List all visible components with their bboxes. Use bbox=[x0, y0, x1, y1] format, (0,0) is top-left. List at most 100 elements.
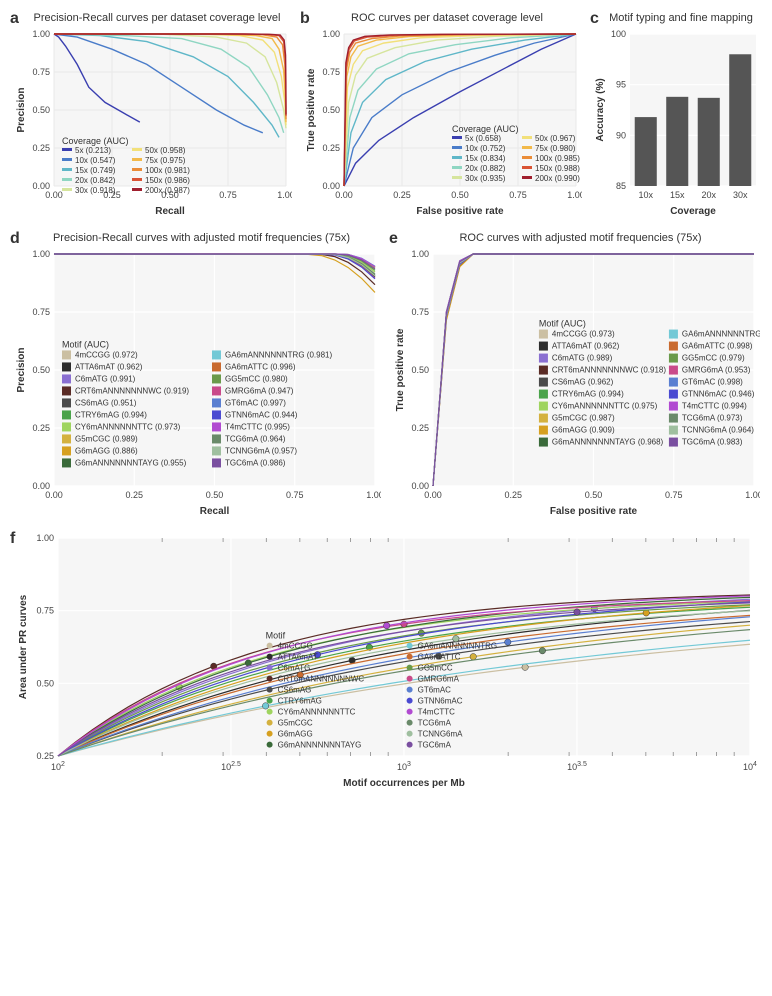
svg-text:C6mATG (0.989): C6mATG (0.989) bbox=[552, 354, 613, 363]
svg-text:1.00: 1.00 bbox=[411, 249, 429, 259]
svg-text:1.00: 1.00 bbox=[36, 533, 54, 543]
panel-c-chart: 85909510010x15x20x30xCoverageAccuracy (%… bbox=[592, 28, 760, 218]
svg-text:0.50: 0.50 bbox=[585, 490, 603, 500]
svg-text:102: 102 bbox=[51, 761, 65, 772]
svg-text:ATTA6mAT (0.962): ATTA6mAT (0.962) bbox=[552, 342, 620, 351]
svg-text:90: 90 bbox=[616, 130, 626, 140]
svg-text:10x: 10x bbox=[638, 190, 653, 200]
svg-text:103: 103 bbox=[397, 761, 411, 772]
svg-text:GT6mAC (0.998): GT6mAC (0.998) bbox=[682, 378, 743, 387]
svg-text:TGC6mA (0.983): TGC6mA (0.983) bbox=[682, 438, 743, 447]
svg-text:Coverage: Coverage bbox=[670, 206, 716, 217]
svg-text:4mCCGG (0.973): 4mCCGG (0.973) bbox=[552, 330, 615, 339]
svg-text:CTRY6mAG (0.994): CTRY6mAG (0.994) bbox=[75, 410, 147, 419]
svg-text:104: 104 bbox=[743, 761, 757, 772]
svg-text:Recall: Recall bbox=[155, 206, 185, 217]
svg-text:0.00: 0.00 bbox=[322, 181, 340, 191]
svg-text:TGC6mA (0.986): TGC6mA (0.986) bbox=[225, 458, 286, 467]
svg-text:103.5: 103.5 bbox=[567, 761, 587, 772]
svg-text:0.50: 0.50 bbox=[206, 490, 224, 500]
svg-text:GTNN6mAC: GTNN6mAC bbox=[418, 697, 463, 706]
svg-text:GA6mATTC (0.996): GA6mATTC (0.996) bbox=[225, 362, 296, 371]
panel-a-label: a bbox=[10, 10, 19, 28]
panel-e-chart: 0.000.000.250.250.500.500.750.751.001.00… bbox=[391, 248, 760, 518]
svg-text:102.5: 102.5 bbox=[221, 761, 241, 772]
svg-text:0.00: 0.00 bbox=[32, 181, 50, 191]
svg-text:15x (0.749): 15x (0.749) bbox=[75, 166, 116, 175]
panel-e-label: e bbox=[389, 230, 398, 248]
svg-text:G6mANNNNNNNTAYG: G6mANNNNNNNTAYG bbox=[278, 741, 362, 750]
svg-text:CTRY6mAG (0.994): CTRY6mAG (0.994) bbox=[552, 390, 624, 399]
row-2: d Precision-Recall curves with adjusted … bbox=[12, 232, 760, 518]
svg-text:75x (0.980): 75x (0.980) bbox=[535, 144, 576, 153]
svg-text:False positive rate: False positive rate bbox=[550, 506, 638, 517]
svg-text:85: 85 bbox=[616, 181, 626, 191]
svg-text:0.00: 0.00 bbox=[45, 490, 63, 500]
svg-text:GT6mAC (0.997): GT6mAC (0.997) bbox=[225, 398, 286, 407]
svg-text:10x (0.547): 10x (0.547) bbox=[75, 156, 116, 165]
svg-text:30x: 30x bbox=[733, 190, 748, 200]
svg-text:0.25: 0.25 bbox=[32, 423, 50, 433]
svg-text:0.25: 0.25 bbox=[411, 423, 429, 433]
svg-text:5x (0.658): 5x (0.658) bbox=[465, 134, 501, 143]
svg-text:CS6mAG: CS6mAG bbox=[278, 686, 312, 695]
svg-text:0.75: 0.75 bbox=[411, 307, 429, 317]
svg-text:20x (0.842): 20x (0.842) bbox=[75, 176, 116, 185]
svg-text:1.00: 1.00 bbox=[745, 490, 760, 500]
panel-e-title: ROC curves with adjusted motif frequenci… bbox=[391, 232, 760, 244]
svg-text:Recall: Recall bbox=[200, 506, 230, 517]
svg-text:CRT6mANNNNNNNWC: CRT6mANNNNNNNWC bbox=[278, 675, 365, 684]
svg-text:Accuracy (%): Accuracy (%) bbox=[595, 78, 606, 141]
svg-text:0.00: 0.00 bbox=[411, 481, 429, 491]
panel-b-title: ROC curves per dataset coverage level bbox=[302, 12, 582, 24]
svg-text:10x (0.752): 10x (0.752) bbox=[465, 144, 506, 153]
svg-text:GA6mATTC: GA6mATTC bbox=[418, 653, 461, 662]
svg-text:0.75: 0.75 bbox=[322, 67, 340, 77]
svg-text:0.75: 0.75 bbox=[219, 190, 237, 200]
svg-text:4mCCGG: 4mCCGG bbox=[278, 642, 313, 651]
svg-text:G5mCGC (0.989): G5mCGC (0.989) bbox=[75, 434, 138, 443]
svg-text:15x (0.834): 15x (0.834) bbox=[465, 154, 506, 163]
svg-text:T4mCTTC (0.994): T4mCTTC (0.994) bbox=[682, 402, 747, 411]
svg-text:0.00: 0.00 bbox=[45, 190, 63, 200]
svg-text:Coverage (AUC): Coverage (AUC) bbox=[452, 124, 519, 134]
svg-text:0.75: 0.75 bbox=[32, 307, 50, 317]
svg-text:150x (0.988): 150x (0.988) bbox=[535, 164, 580, 173]
svg-text:0.50: 0.50 bbox=[451, 190, 469, 200]
svg-text:5x (0.213): 5x (0.213) bbox=[75, 146, 111, 155]
svg-text:CY6mANNNNNNTTC (0.975): CY6mANNNNNNTTC (0.975) bbox=[552, 402, 658, 411]
svg-text:C6mATG (0.991): C6mATG (0.991) bbox=[75, 374, 136, 383]
svg-text:0.75: 0.75 bbox=[665, 490, 683, 500]
svg-text:0.25: 0.25 bbox=[504, 490, 522, 500]
svg-text:Area under PR curves: Area under PR curves bbox=[18, 594, 29, 699]
svg-text:GA6mATTC (0.998): GA6mATTC (0.998) bbox=[682, 342, 753, 351]
svg-text:0.75: 0.75 bbox=[286, 490, 304, 500]
svg-text:G6mAGG (0.909): G6mAGG (0.909) bbox=[552, 426, 615, 435]
svg-text:0.25: 0.25 bbox=[393, 190, 411, 200]
svg-text:0.50: 0.50 bbox=[32, 105, 50, 115]
svg-text:TCNNG6mA: TCNNG6mA bbox=[418, 730, 464, 739]
svg-text:GMRG6mA: GMRG6mA bbox=[418, 675, 460, 684]
svg-text:0.25: 0.25 bbox=[32, 143, 50, 153]
svg-text:30x (0.935): 30x (0.935) bbox=[465, 174, 506, 183]
svg-text:TGC6mA: TGC6mA bbox=[418, 741, 452, 750]
panel-d-title: Precision-Recall curves with adjusted mo… bbox=[12, 232, 381, 244]
svg-text:G5mCGC: G5mCGC bbox=[278, 719, 313, 728]
svg-text:T4mCTTC (0.995): T4mCTTC (0.995) bbox=[225, 422, 290, 431]
svg-text:0.25: 0.25 bbox=[125, 490, 143, 500]
row-1: a Precision-Recall curves per dataset co… bbox=[12, 12, 760, 218]
panel-a: a Precision-Recall curves per dataset co… bbox=[12, 12, 292, 218]
svg-text:1.00: 1.00 bbox=[567, 190, 582, 200]
svg-text:GA6mANNNNNNTRG: GA6mANNNNNNTRG bbox=[418, 642, 498, 651]
panel-c-label: c bbox=[590, 10, 599, 28]
panel-c: c Motif typing and fine mapping 85909510… bbox=[592, 12, 760, 218]
svg-text:1.00: 1.00 bbox=[277, 190, 292, 200]
svg-text:100: 100 bbox=[611, 29, 626, 39]
panel-c-title: Motif typing and fine mapping bbox=[592, 12, 760, 24]
svg-text:CY6mANNNNNNTTC: CY6mANNNNNNTTC bbox=[278, 708, 356, 717]
panel-f: f 0.250.500.751.00102102.5103103.5104Mot… bbox=[12, 532, 760, 792]
svg-text:GA6mANNNNNNTRG (0.981): GA6mANNNNNNTRG (0.981) bbox=[225, 350, 332, 359]
svg-text:CRT6mANNNNNNNWC (0.918): CRT6mANNNNNNNWC (0.918) bbox=[552, 366, 666, 375]
svg-text:1.00: 1.00 bbox=[366, 490, 381, 500]
svg-text:GT6mAC: GT6mAC bbox=[418, 686, 452, 695]
